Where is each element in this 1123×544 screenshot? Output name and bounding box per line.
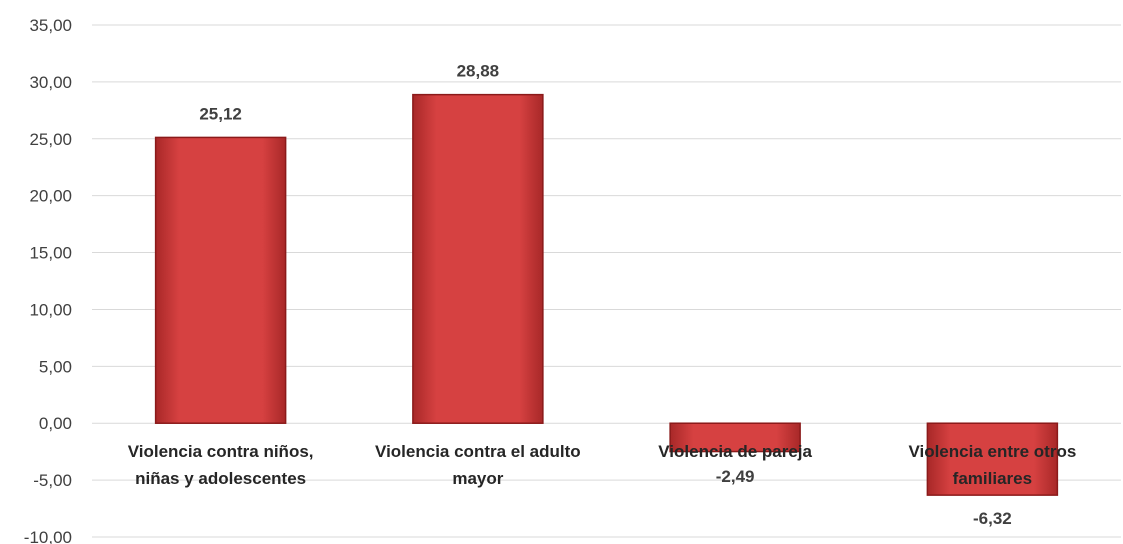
category-label-line: familiares [953,469,1032,488]
y-tick-label: 30,00 [29,73,72,92]
bar [154,136,287,424]
data-label: 25,12 [199,104,242,123]
category-label-line: Violencia contra niños, [128,442,314,461]
category-label: Violencia contra el adulto mayor [375,442,581,488]
category-label-line: Violencia entre otros [908,442,1076,461]
y-tick-label: -10,00 [24,528,72,544]
category-label: Violencia entre otros familiares [908,442,1076,488]
bar [926,422,1059,496]
category-label-line: niñas y adolescentes [135,469,306,488]
data-label: -2,49 [716,467,755,486]
bar [412,93,544,424]
y-tick-label: 25,00 [29,130,72,149]
data-label: 28,88 [457,62,500,81]
x-axis-categories: Violencia contra niños, niñas y adolescen… [128,442,1077,488]
y-tick-label: 20,00 [29,187,72,206]
y-axis: 35,00 30,00 25,00 20,00 15,00 10,00 5,00 0,00 -5… [24,16,72,544]
bars [154,93,1059,496]
y-tick-label: 35,00 [29,16,72,35]
category-label-line: Violencia de pareja [658,442,812,461]
category-label-line: Violencia contra el adulto [375,442,581,461]
y-tick-label: 15,00 [29,244,72,263]
y-tick-label: -5,00 [33,471,72,490]
data-label: -6,32 [973,509,1012,528]
category-label: Violencia de pareja [658,442,812,461]
bar [669,422,801,453]
y-tick-label: 10,00 [29,300,72,319]
y-tick-label: 0,00 [39,414,72,433]
category-label: Violencia contra niños, niñas y adolescen… [128,442,314,488]
y-tick-label: 5,00 [39,357,72,376]
data-labels: 25,12 28,88 -2,49 -6,32 [199,62,1011,528]
category-label-line: mayor [452,469,503,488]
